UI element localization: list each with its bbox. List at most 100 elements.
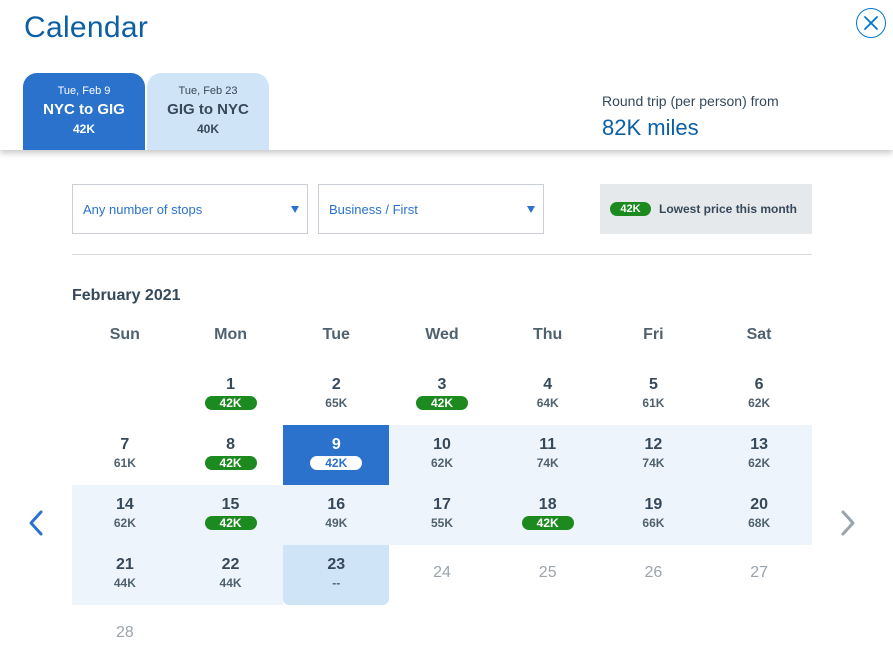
day-price: 68K — [748, 516, 771, 530]
day-number: 20 — [750, 496, 769, 513]
month-title: February 2021 — [72, 287, 181, 304]
lowest-price-badge: 42K — [415, 396, 468, 410]
round-trip-value: 82K miles — [602, 115, 699, 140]
day-price: 44K — [113, 576, 136, 590]
day-number: 9 — [331, 436, 341, 453]
prev-month-button[interactable] — [26, 508, 46, 538]
day-cell[interactable]: 1 42K — [178, 365, 284, 425]
cabin-select-value: Business / First — [329, 202, 418, 217]
day-cell[interactable]: 22 44K — [177, 545, 284, 605]
lowest-price-legend: 42K Lowest price this month — [600, 184, 812, 234]
day-number: 1 — [226, 376, 235, 393]
day-cell[interactable]: 7 61K — [72, 425, 178, 485]
day-cell[interactable]: 23 -- — [283, 545, 390, 605]
day-cell: 26 — [601, 545, 707, 605]
day-cell[interactable]: 15 42K — [177, 485, 284, 545]
weekday-label: Wed — [425, 326, 459, 343]
day-number: 10 — [433, 436, 451, 453]
day-number: 5 — [648, 376, 658, 393]
day-number: 13 — [750, 436, 769, 453]
day-number: 21 — [115, 556, 134, 573]
day-cell[interactable]: 13 62K — [706, 425, 812, 485]
day-number: 4 — [543, 376, 553, 393]
day-price: 44K — [219, 576, 242, 590]
day-price: 62K — [748, 456, 771, 470]
day-number: 27 — [750, 564, 769, 581]
day-number: 7 — [120, 436, 130, 453]
chevron-left-icon — [29, 510, 43, 536]
day-price: 62K — [430, 456, 453, 470]
caret-down-icon — [291, 206, 299, 213]
next-month-button[interactable] — [838, 508, 858, 538]
calendar-header: Calendar Tue, Feb 9 NYC to GIG 42K Tue, … — [0, 0, 893, 150]
day-cell[interactable]: 19 66K — [600, 485, 707, 545]
day-cell[interactable]: 6 62K — [706, 365, 812, 425]
day-cell[interactable]: 9 42K — [283, 425, 390, 485]
page-title: Calendar — [24, 11, 149, 44]
tab-date: Tue, Feb 23 — [178, 85, 238, 97]
day-cell[interactable]: 8 42K — [178, 425, 284, 485]
day-price: 62K — [113, 516, 136, 530]
day-cell[interactable]: 3 42K — [389, 365, 495, 425]
lowest-price-badge: 42K — [204, 396, 257, 410]
day-number: 24 — [433, 564, 451, 581]
day-price: 49K — [325, 516, 348, 530]
day-price: 65K — [325, 396, 348, 410]
day-cell[interactable]: 11 74K — [494, 425, 601, 485]
tab-price: 42K — [72, 122, 95, 136]
tab-date: Tue, Feb 9 — [57, 85, 111, 97]
stops-select-value: Any number of stops — [83, 202, 203, 217]
day-cell[interactable]: 18 42K — [494, 485, 601, 545]
day-number: 22 — [221, 556, 240, 573]
day-cell[interactable]: 20 68K — [706, 485, 812, 545]
day-cell[interactable]: 17 55K — [389, 485, 495, 545]
day-number: 6 — [754, 376, 764, 393]
lowest-price-badge: 42K — [204, 456, 257, 470]
day-cell: 28 — [72, 605, 178, 665]
day-price: 74K — [536, 456, 559, 470]
tab-return[interactable]: Tue, Feb 23 GIG to NYC 40K — [147, 73, 269, 150]
day-price: 61K — [113, 456, 136, 470]
day-cell: 27 — [706, 545, 812, 605]
day-cell[interactable]: 5 61K — [601, 365, 707, 425]
weekday-label: Sun — [109, 326, 140, 343]
day-number: 14 — [115, 496, 134, 513]
day-number: 3 — [437, 376, 447, 393]
weekday-label: Fri — [643, 326, 664, 343]
day-number: 12 — [644, 436, 663, 453]
day-price: 62K — [748, 396, 771, 410]
day-cell[interactable]: 4 64K — [495, 365, 601, 425]
day-cell[interactable]: 12 74K — [600, 425, 707, 485]
weekday-label: Sat — [746, 326, 772, 343]
day-cell: 25 — [495, 545, 601, 605]
tab-price: 40K — [196, 122, 219, 136]
close-icon — [864, 16, 878, 30]
chevron-right-icon — [841, 510, 855, 536]
day-cell[interactable]: 10 62K — [389, 425, 495, 485]
day-number: 16 — [327, 496, 346, 513]
caret-down-icon — [527, 206, 535, 213]
day-number: 18 — [538, 496, 557, 513]
lowest-price-badge: 42K — [310, 456, 363, 470]
tab-outbound[interactable]: Tue, Feb 9 NYC to GIG 42K — [23, 73, 145, 150]
close-button[interactable] — [856, 8, 886, 38]
lowest-price-badge: 42K — [521, 516, 574, 530]
day-cell[interactable]: 21 44K — [72, 545, 178, 605]
day-number: 19 — [644, 496, 663, 513]
tab-route: GIG to NYC — [167, 101, 249, 118]
day-number: 15 — [221, 496, 240, 513]
day-cell[interactable]: 14 62K — [72, 485, 178, 545]
divider — [72, 254, 812, 255]
day-cell[interactable]: 16 49K — [283, 485, 390, 545]
cabin-select[interactable]: Business / First — [318, 184, 544, 234]
day-price: 74K — [642, 456, 665, 470]
stops-select[interactable]: Any number of stops — [72, 184, 308, 234]
day-cell[interactable]: 2 65K — [283, 365, 389, 425]
round-trip-label: Round trip (per person) from — [602, 93, 779, 109]
weekday-header: Sun Mon Tue Wed Thu Fri Sat — [72, 326, 812, 344]
day-price: 55K — [430, 516, 453, 530]
day-number: 8 — [226, 436, 235, 453]
day-number: 23 — [327, 556, 346, 573]
weekday-label: Mon — [214, 326, 247, 343]
day-number: 28 — [115, 624, 134, 641]
